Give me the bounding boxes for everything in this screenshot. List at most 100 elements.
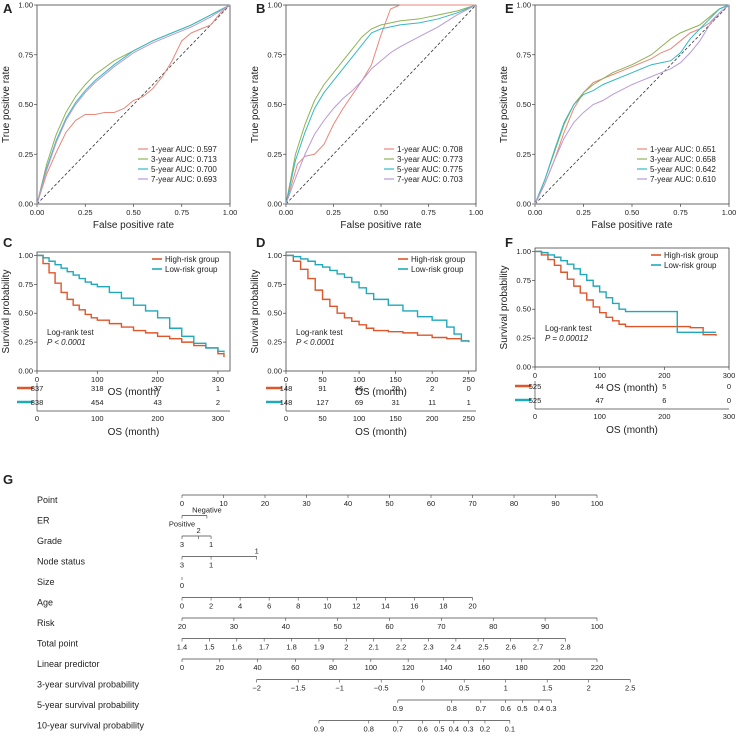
x-axis-title: OS (month) — [606, 425, 658, 436]
x-axis-title: False positive rate — [340, 220, 422, 231]
x-axis-title: OS (month) — [355, 387, 407, 398]
panel-label: A — [3, 1, 13, 16]
nomogram-tick-label: 2.2 — [396, 643, 406, 652]
nomogram-row: Size 0 — [37, 577, 184, 590]
y-tick-label: 0.00 — [516, 200, 531, 209]
nomogram-row: Total point 1.4 1.5 1.6 1.7 1.8 1.9 2 2.1 2.2 2.3 2… — [37, 638, 571, 652]
nomogram-tick-label: 50 — [385, 499, 393, 508]
nomogram-tick-label: 12 — [352, 602, 360, 611]
nomogram-tick-label: 2.1 — [369, 643, 379, 652]
risk-count: 525 — [529, 396, 542, 405]
risk-count: 31 — [391, 398, 399, 407]
km-panel-C: C 0 100 200 300 0.00 0.25 0.50 0.75 1.00 OS (month… — [1, 235, 231, 398]
y-tick-label: 0.25 — [267, 150, 282, 159]
nomogram-row-label: Size — [37, 577, 55, 587]
nomogram-tick-label: 80 — [510, 499, 518, 508]
roc-curve-3 — [534, 4, 730, 205]
nomogram-tick-label: 0.5 — [459, 684, 469, 693]
nomogram-tick-label: 3 — [180, 540, 184, 549]
x-tick-label: 50 — [318, 414, 326, 423]
x-tick-label: 300 — [212, 414, 225, 423]
risk-count: 2 — [216, 398, 220, 407]
reference-diagonal — [285, 4, 477, 205]
nomogram-tick-label: 1.5 — [542, 684, 552, 693]
survival-curve-low-risk — [37, 254, 225, 353]
nomogram-tick-label: 0.8 — [447, 704, 457, 713]
y-tick-label: 1.00 — [267, 251, 282, 260]
x-tick-label: 100 — [353, 375, 366, 384]
reference-diagonal — [36, 4, 231, 205]
risk-table-C: 837 318 37 1 838 454 43 2 0 100 200 300 OS (month) — [17, 383, 230, 438]
risk-count: 454 — [91, 398, 104, 407]
survival-curve-low-risk — [535, 250, 717, 334]
x-axis-title: OS (month) — [606, 383, 658, 394]
x-tick-label: 300 — [723, 412, 736, 421]
y-axis-title: True positive rate — [1, 66, 12, 143]
p-value-label: P = 0.00012 — [545, 334, 589, 343]
risk-count: 43 — [153, 398, 161, 407]
x-tick-label: 0.75 — [174, 208, 189, 217]
nomogram-row: 3-year survival probability −2 −1.5 −1 −0.5 0… — [37, 679, 635, 693]
nomogram-tick-label: 0 — [421, 684, 425, 693]
log-rank-test-label: Log-rank test — [545, 324, 592, 333]
nomogram-tick-label: 10 — [219, 499, 227, 508]
nomogram-tick-label: 2.5 — [625, 684, 635, 693]
x-tick-label: 1.00 — [223, 208, 238, 217]
nomogram-tick-label: 20 — [178, 622, 186, 631]
risk-count: 11 — [428, 398, 436, 407]
risk-count: 0 — [727, 396, 731, 405]
x-tick-label: 200 — [426, 375, 439, 384]
roc-curve-4 — [36, 4, 231, 205]
y-tick-label: 0.25 — [18, 150, 33, 159]
x-axis-title: False positive rate — [591, 220, 673, 231]
x-axis-title: OS (month) — [108, 387, 160, 398]
nomogram-tick-label: 2.8 — [560, 643, 570, 652]
nomogram-tick-label: 20 — [261, 499, 269, 508]
x-tick-label: 0.75 — [673, 208, 688, 217]
y-tick-label: 0.25 — [267, 338, 282, 347]
plot-frame — [534, 247, 730, 368]
risk-count: 0 — [467, 384, 471, 393]
roc-panel-B: B 0.00 0.25 0.50 0.75 1.00 0.00 0.25 0.50 0.75 1.0… — [250, 1, 483, 232]
nomogram-tick-label: 2 — [209, 602, 213, 611]
x-tick-label: 0.25 — [326, 208, 341, 217]
nomogram-tick-label: 14 — [381, 602, 389, 611]
plot-frame — [285, 251, 477, 372]
nomogram-tick-label: 30 — [302, 499, 310, 508]
y-tick-label: 1.00 — [516, 247, 531, 256]
nomogram-tick-label: 2 — [344, 643, 348, 652]
nomogram-tick-label: 90 — [541, 622, 549, 631]
y-tick-label: 0.50 — [267, 309, 282, 318]
risk-count: 318 — [91, 384, 104, 393]
nomogram-tick-label: 1 — [209, 561, 213, 570]
risk-count: 838 — [31, 398, 44, 407]
x-tick-label: 100 — [593, 371, 606, 380]
legend-entry: High-risk group — [664, 251, 719, 260]
y-tick-label: 0.50 — [516, 305, 531, 314]
nomogram-row-label: Total point — [37, 639, 79, 649]
nomogram-tick-label: 60 — [427, 499, 435, 508]
nomogram-tick-label: 2.5 — [478, 643, 488, 652]
nomogram-tick-label: 100 — [365, 663, 378, 672]
risk-count: 37 — [153, 384, 161, 393]
roc-panel-A: A 0.00 0.25 0.50 0.75 1.00 0.00 0.25 0.50 0.75 1.0… — [1, 1, 237, 232]
nomogram-row-label: 3-year survival probability — [37, 680, 140, 690]
nomogram-tick-label: 0.4 — [449, 725, 459, 734]
nomogram-tick-label: 0.9 — [314, 725, 324, 734]
legend-entry: 3-year AUC: 0.713 — [151, 155, 217, 164]
nomogram-tick-label: 0.6 — [417, 725, 427, 734]
nomogram-tick-label: 80 — [489, 622, 497, 631]
nomogram-tick-label: −1.5 — [291, 684, 306, 693]
x-tick-label: 0.25 — [78, 208, 93, 217]
x-tick-label: 200 — [658, 371, 671, 380]
risk-count: 46 — [355, 384, 363, 393]
nomogram-tick-label: 0.1 — [505, 725, 515, 734]
x-tick-label: 150 — [389, 375, 402, 384]
nomogram-row-label: 5-year survival probability — [37, 700, 140, 710]
nomogram-row: Risk 20 30 40 50 60 70 80 90 100 — [37, 617, 603, 631]
legend-entry: Low-risk group — [165, 265, 218, 274]
y-tick-label: 0.50 — [516, 100, 531, 109]
nomogram-tick-label: 220 — [591, 663, 604, 672]
x-tick-label: 0 — [35, 375, 39, 384]
y-tick-label: 1.00 — [18, 251, 33, 260]
